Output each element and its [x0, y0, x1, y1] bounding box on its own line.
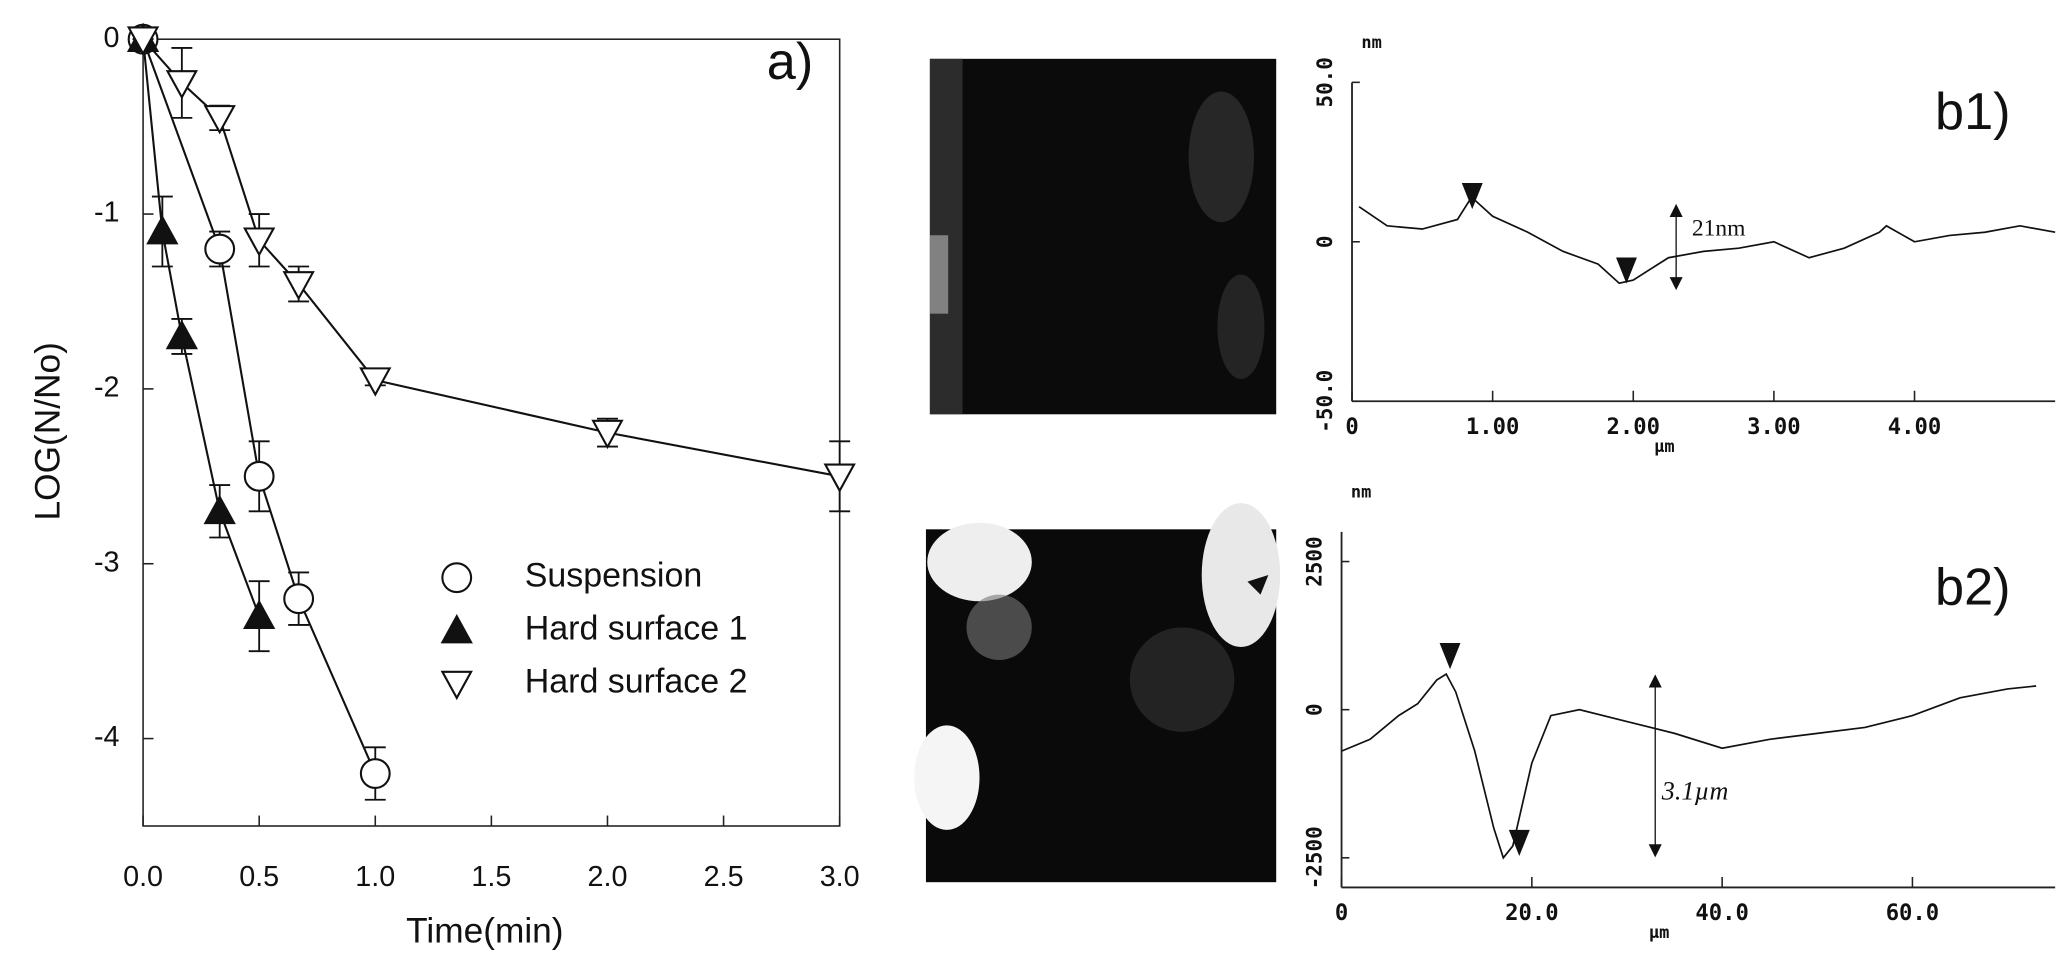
data-point	[283, 583, 315, 615]
data-point	[282, 271, 315, 301]
range-arrows	[1648, 203, 1683, 858]
legend-marker	[440, 670, 473, 701]
y-tick-label: -2	[94, 371, 120, 403]
x-tick-label: 3.0	[820, 861, 860, 893]
profile-markers	[1439, 182, 1637, 857]
data-point	[823, 463, 856, 493]
legend-marker	[440, 614, 473, 644]
data-point	[203, 494, 236, 525]
y-tick-label: -1	[94, 197, 120, 229]
panel-label: a)	[767, 33, 813, 91]
legend-marker	[441, 562, 473, 594]
data-point	[165, 319, 198, 350]
range-annotation: 3.1µm	[1661, 776, 1729, 805]
data-point	[359, 758, 391, 789]
x-tick-label: 0	[1345, 414, 1358, 440]
x-axis-label: Time(min)	[406, 911, 563, 950]
range-annotation: 21nm	[1692, 215, 1746, 241]
y-tick-label: -2500	[1302, 826, 1326, 889]
data-point	[204, 233, 236, 265]
afm-image-2	[914, 503, 1281, 883]
legend-label: Hard surface 2	[525, 663, 748, 701]
x-tick-label: 1.00	[1466, 414, 1519, 440]
x-axis-label: µm	[1649, 923, 1669, 943]
data-point	[591, 419, 624, 450]
y-tick-label: -4	[94, 721, 120, 753]
series-line	[142, 38, 377, 774]
series-line	[1341, 672, 2037, 860]
x-tick-label: 4.00	[1888, 414, 1941, 440]
y-tick-label: -3	[94, 546, 120, 578]
x-tick-label: 1.5	[471, 861, 511, 893]
data-point	[126, 26, 160, 56]
x-axis-label: µm	[1654, 437, 1674, 457]
x-tick-label: 60.0	[1886, 900, 1939, 926]
y-tick-label: 2500	[1302, 536, 1326, 586]
series-line	[142, 38, 840, 478]
x-tick-label: 40.0	[1695, 900, 1748, 926]
x-tick-label: 0.0	[123, 861, 163, 893]
data-point	[359, 367, 392, 397]
y-tick-label: -50.0	[1313, 370, 1337, 433]
x-tick-label: 3.00	[1747, 414, 1800, 440]
x-tick-label: 2.0	[587, 861, 627, 893]
x-tick-label: 1.0	[355, 861, 395, 893]
panel-label: b1)	[1935, 83, 2011, 141]
y-tick-label: 0	[1313, 235, 1337, 248]
afm-image-1	[929, 58, 1277, 415]
y-axis-label: LOG(N/No)	[29, 342, 68, 520]
data-point	[243, 460, 275, 492]
legend-label: Suspension	[525, 557, 703, 595]
x-tick-label: 2.00	[1607, 414, 1660, 440]
x-tick-label: 20.0	[1505, 900, 1558, 926]
panel-label: b2)	[1935, 559, 2011, 617]
y-tick-label: 0	[104, 22, 120, 54]
data-point	[243, 599, 276, 629]
data-point	[203, 105, 236, 135]
y-tick-label: 50.0	[1313, 57, 1337, 107]
x-tick-label: 0	[1335, 900, 1348, 926]
series-line	[142, 39, 261, 617]
data-point	[146, 214, 179, 245]
series-line	[1358, 195, 2056, 285]
legend-label: Hard surface 1	[525, 610, 748, 648]
x-tick-label: 2.5	[704, 861, 744, 893]
data-point	[165, 70, 198, 100]
x-tick-label: 0.5	[239, 861, 279, 893]
plot-frame	[142, 38, 841, 827]
data-point	[243, 227, 276, 257]
y-axis-label: nm	[1351, 483, 1371, 503]
y-axis-label: nm	[1361, 33, 1381, 53]
y-tick-label: 0	[1302, 703, 1326, 716]
